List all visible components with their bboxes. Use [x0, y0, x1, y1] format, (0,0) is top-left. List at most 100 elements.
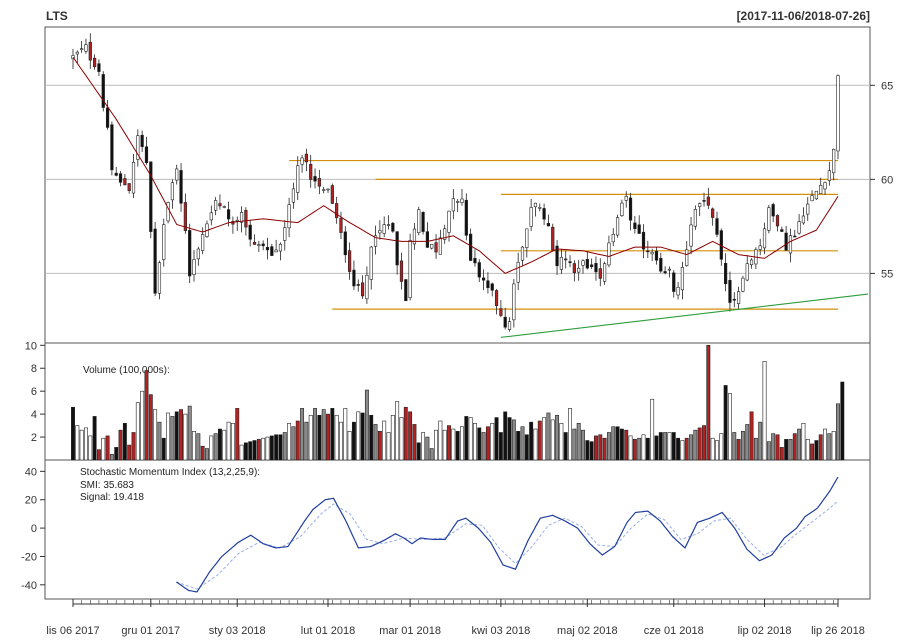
volume-bar — [135, 402, 140, 461]
candle-body — [516, 261, 520, 283]
candle-body — [525, 228, 529, 248]
volume-bar — [153, 409, 158, 461]
volume-bar — [727, 393, 732, 461]
candle-body — [317, 178, 321, 187]
volume-bar — [736, 439, 741, 461]
volume-bar — [386, 432, 391, 461]
volume-bar — [252, 440, 257, 461]
candle-body — [780, 229, 784, 232]
candle-body — [136, 135, 140, 160]
candle-body — [175, 168, 179, 181]
volume-bar — [836, 403, 840, 461]
candle-body — [291, 188, 296, 203]
candle-body — [166, 202, 170, 222]
volume-bar — [689, 434, 694, 461]
date-range: [2017-11-06/2018-07-26] — [737, 9, 870, 23]
candle-body — [339, 218, 343, 233]
candle-body — [581, 260, 585, 266]
price-tick-label: 60 — [881, 174, 893, 186]
volume-bar — [196, 433, 201, 461]
candle-body — [555, 245, 559, 267]
candle-body — [654, 250, 659, 261]
volume-bar — [213, 433, 218, 461]
volume-bar — [650, 398, 655, 461]
x-tick-label: cze 01 2018 — [644, 625, 704, 637]
volume-bar — [715, 440, 719, 461]
candle-body — [806, 203, 810, 215]
candle-body — [732, 298, 736, 301]
candle-body — [564, 258, 568, 261]
volume-bar — [542, 417, 547, 461]
volume-bar — [157, 421, 162, 461]
price-tick-label: 55 — [881, 268, 893, 280]
volume-bar — [581, 429, 585, 461]
candle-body — [793, 235, 797, 238]
candle-body — [533, 202, 538, 208]
candle-body — [369, 246, 373, 280]
volume-bar — [395, 401, 400, 461]
volume-bar — [753, 437, 758, 461]
volume-bar — [641, 434, 646, 461]
candle-body — [296, 165, 300, 193]
candle-body — [542, 208, 546, 220]
candle-body — [810, 195, 814, 202]
volume-bar — [520, 426, 525, 461]
volume-bar — [468, 417, 473, 461]
volume-bar — [766, 441, 771, 461]
volume-bar — [628, 435, 633, 461]
candle-body — [486, 280, 490, 289]
candle-body — [261, 243, 265, 247]
candle-body — [503, 316, 507, 328]
smi-tick-label: -40 — [21, 580, 37, 592]
volume-bar — [295, 420, 300, 461]
candle-body — [373, 235, 378, 247]
candle-body — [494, 290, 499, 306]
candle-body — [447, 210, 451, 233]
volume-bar — [330, 408, 335, 461]
volume-bar — [269, 435, 274, 461]
volume-axis: 2 4 6 8 10 — [25, 340, 45, 444]
candle-body — [590, 264, 594, 268]
candle-body — [801, 215, 806, 224]
volume-bar — [477, 427, 482, 461]
volume-bar — [645, 437, 650, 461]
moving-average — [72, 56, 839, 274]
candle-body — [672, 272, 676, 292]
candle-body — [745, 263, 749, 281]
trendline — [500, 293, 869, 338]
volume-bar — [594, 435, 598, 461]
volume-bar — [602, 437, 607, 461]
candle-body — [598, 268, 602, 279]
volume-bar — [174, 411, 179, 461]
candle-body — [775, 215, 780, 227]
candle-body — [507, 321, 512, 330]
volume-bar — [472, 422, 477, 461]
moving-average-line — [72, 56, 839, 274]
candle-body — [724, 262, 728, 285]
volume-bar — [256, 439, 261, 461]
volume-bar — [278, 434, 283, 461]
candle-body — [75, 51, 79, 55]
volume-bar — [429, 448, 434, 461]
volume-bar — [490, 422, 495, 461]
volume-bar — [451, 428, 456, 461]
volume-bar — [788, 439, 793, 461]
candle-body — [693, 209, 697, 227]
candle-body — [680, 266, 685, 291]
volume-bar — [261, 437, 266, 461]
volume-bar — [529, 421, 534, 461]
volume-bar — [637, 437, 642, 461]
candle-body — [201, 234, 205, 251]
x-tick-label: lut 01 2018 — [301, 625, 355, 637]
volume-bar — [771, 433, 776, 461]
volume-bar — [170, 416, 175, 461]
candle-body — [736, 291, 741, 304]
candle-body — [270, 246, 274, 256]
volume-bar — [503, 411, 508, 461]
volume-bar — [239, 444, 244, 461]
volume-bar — [122, 422, 127, 461]
volume-bar — [831, 431, 836, 461]
candle-body — [628, 197, 633, 221]
volume-bar — [92, 416, 97, 461]
candle-body — [214, 200, 218, 211]
